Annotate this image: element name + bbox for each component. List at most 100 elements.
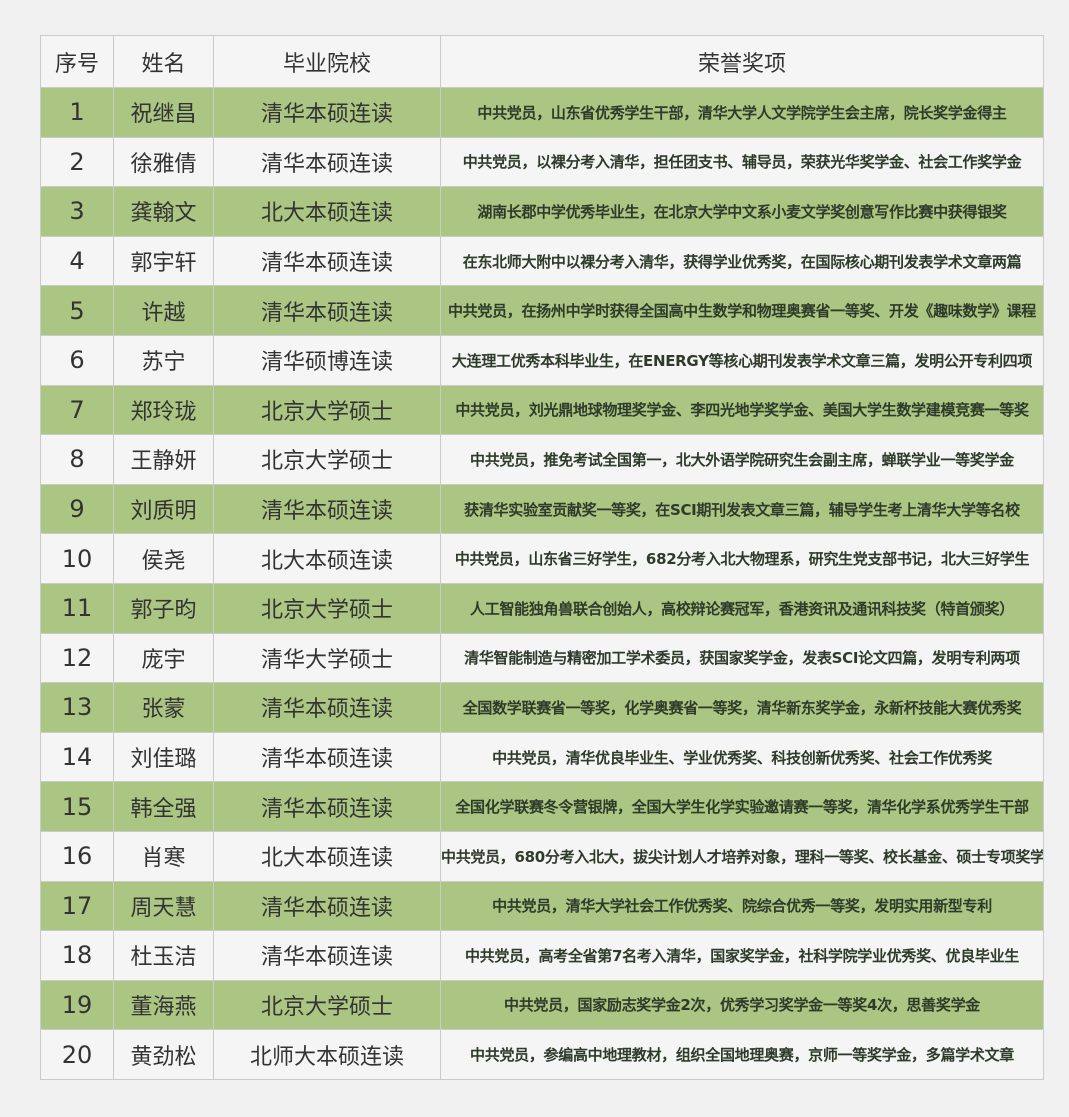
row-number: 11 bbox=[40, 582, 114, 634]
table-row: 18 杜玉洁 清华本硕连读 中共党员，高考全省第7名考入清华，国家奖学金，社科学院学业… bbox=[40, 930, 1044, 981]
table-row: 5 许越 清华本硕连读 中共党员，在扬州中学时获得全国高中生数学和物理奥赛省一等奖、开… bbox=[40, 285, 1044, 336]
student-name: 侯尧 bbox=[113, 533, 214, 584]
honors-text: 湖南长郡中学优秀毕业生，在北京大学中文系小麦文学奖创意写作比赛中获得银奖 bbox=[440, 186, 1044, 237]
student-name: 郑玲珑 bbox=[113, 384, 214, 436]
table-row: 9 刘质明 清华本硕连读 获清华实验室贡献奖一等奖，在SCI期刊发表文章三篇，辅导学生… bbox=[40, 483, 1044, 535]
honors-text: 中共党员，680分考入北大，拔尖计划人才培养对象，理科一等奖、校长基金、硕士专项… bbox=[440, 830, 1044, 882]
honors-text: 中共党员，参编高中地理教材，组织全国地理奥赛，京师一等奖学金，多篇学术文章 bbox=[440, 1029, 1044, 1080]
table-row: 4 郭宇轩 清华本硕连读 在东北师大附中以裸分考入清华，获得学业优秀奖，在国际核心期刊… bbox=[40, 235, 1044, 287]
student-name: 王静妍 bbox=[113, 434, 214, 485]
student-name: 郭宇轩 bbox=[113, 235, 214, 287]
table-row: 10 侯尧 北大本硕连读 中共党员，山东省三好学生，682分考入北大物理系，研究生党支… bbox=[40, 533, 1044, 584]
row-number: 13 bbox=[40, 682, 114, 733]
graduate-school: 北京大学硕士 bbox=[213, 979, 441, 1031]
graduate-school: 北京大学硕士 bbox=[213, 384, 441, 436]
honors-text: 在东北师大附中以裸分考入清华，获得学业优秀奖，在国际核心期刊发表学术文章两篇 bbox=[440, 235, 1044, 287]
header-school: 毕业院校 bbox=[213, 35, 441, 88]
row-number: 3 bbox=[40, 186, 114, 237]
honors-text: 中共党员，高考全省第7名考入清华，国家奖学金，社科学院学业优秀奖、优良毕业生 bbox=[440, 930, 1044, 981]
student-name: 刘质明 bbox=[113, 483, 214, 535]
graduate-school: 北大本硕连读 bbox=[213, 533, 441, 584]
graduate-school: 清华本硕连读 bbox=[213, 483, 441, 535]
graduate-school: 清华本硕连读 bbox=[213, 285, 441, 336]
row-number: 20 bbox=[40, 1029, 114, 1080]
table-row: 13 张蒙 清华本硕连读 全国数学联赛省一等奖，化学奥赛省一等奖，清华新东奖学金，永新… bbox=[40, 682, 1044, 733]
student-name: 肖寒 bbox=[113, 830, 214, 882]
honors-text: 中共党员，推免考试全国第一，北大外语学院研究生会副主席，蝉联学业一等奖学金 bbox=[440, 434, 1044, 485]
table-row: 1 祝继昌 清华本硕连读 中共党员，山东省优秀学生干部，清华大学人文学院学生会主席，院… bbox=[40, 87, 1044, 138]
table-row: 2 徐雅倩 清华本硕连读 中共党员，以裸分考入清华，担任团支书、辅导员，荣获光华奖学金… bbox=[40, 136, 1044, 188]
graduate-school: 清华本硕连读 bbox=[213, 682, 441, 733]
graduate-school: 北大本硕连读 bbox=[213, 186, 441, 237]
row-number: 10 bbox=[40, 533, 114, 584]
graduate-school: 北大本硕连读 bbox=[213, 830, 441, 882]
honors-text: 中共党员，国家励志奖学金2次，优秀学习奖学金一等奖4次，思善奖学金 bbox=[440, 979, 1044, 1031]
graduate-school: 清华本硕连读 bbox=[213, 880, 441, 932]
honors-text: 中共党员，以裸分考入清华，担任团支书、辅导员，荣获光华奖学金、社会工作奖学金 bbox=[440, 136, 1044, 188]
row-number: 18 bbox=[40, 930, 114, 981]
honors-text: 大连理工优秀本科毕业生，在ENERGY等核心期刊发表学术文章三篇，发明公开专利四… bbox=[440, 334, 1044, 386]
honors-text: 中共党员，清华大学社会工作优秀奖、院综合优秀一等奖，发明实用新型专利 bbox=[440, 880, 1044, 932]
graduate-school: 清华本硕连读 bbox=[213, 87, 441, 138]
table-row: 14 刘佳璐 清华本硕连读 中共党员，清华优良毕业生、学业优秀奖、科技创新优秀奖、社会… bbox=[40, 731, 1044, 783]
student-name: 张蒙 bbox=[113, 682, 214, 733]
student-name: 许越 bbox=[113, 285, 214, 336]
student-name: 黄劲松 bbox=[113, 1029, 214, 1080]
row-number: 14 bbox=[40, 731, 114, 783]
table-row: 17 周天慧 清华本硕连读 中共党员，清华大学社会工作优秀奖、院综合优秀一等奖，发明实… bbox=[40, 880, 1044, 932]
row-number: 2 bbox=[40, 136, 114, 188]
honors-text: 中共党员，山东省优秀学生干部，清华大学人文学院学生会主席，院长奖学金得主 bbox=[440, 87, 1044, 138]
honors-text: 中共党员，清华优良毕业生、学业优秀奖、科技创新优秀奖、社会工作优秀奖 bbox=[440, 731, 1044, 783]
student-name: 庞宇 bbox=[113, 632, 214, 684]
table-row: 12 庞宇 清华大学硕士 清华智能制造与精密加工学术委员，获国家奖学金，发表SCI论文… bbox=[40, 632, 1044, 684]
honors-text: 中共党员，刘光鼎地球物理奖学金、李四光地学奖学金、美国大学生数学建模竞赛一等奖 bbox=[440, 384, 1044, 436]
row-number: 19 bbox=[40, 979, 114, 1031]
honors-table: 序号 姓名 毕业院校 荣誉奖项 1 祝继昌 清华本硕连读 中共党员，山东省优秀学生干部… bbox=[40, 35, 1044, 1080]
student-name: 龚翰文 bbox=[113, 186, 214, 237]
honors-text: 中共党员，在扬州中学时获得全国高中生数学和物理奥赛省一等奖、开发《趣味数学》课程 bbox=[440, 285, 1044, 336]
table-row: 11 郭子昀 北京大学硕士 人工智能独角兽联合创始人，高校辩论赛冠军，香港资讯及通讯科… bbox=[40, 582, 1044, 634]
table-row: 3 龚翰文 北大本硕连读 湖南长郡中学优秀毕业生，在北京大学中文系小麦文学奖创意写作比… bbox=[40, 186, 1044, 237]
table-row: 15 韩全强 清华本硕连读 全国化学联赛冬令营银牌，全国大学生化学实验邀请赛一等奖，清… bbox=[40, 781, 1044, 832]
row-number: 15 bbox=[40, 781, 114, 832]
table-body: 1 祝继昌 清华本硕连读 中共党员，山东省优秀学生干部，清华大学人文学院学生会主席，院… bbox=[40, 87, 1044, 1080]
table-row: 19 董海燕 北京大学硕士 中共党员，国家励志奖学金2次，优秀学习奖学金一等奖4次，思… bbox=[40, 979, 1044, 1031]
table-row: 16 肖寒 北大本硕连读 中共党员，680分考入北大，拔尖计划人才培养对象，理科一等奖… bbox=[40, 830, 1044, 882]
graduate-school: 清华本硕连读 bbox=[213, 781, 441, 832]
graduate-school: 清华本硕连读 bbox=[213, 235, 441, 287]
header-name: 姓名 bbox=[113, 35, 214, 88]
row-number: 7 bbox=[40, 384, 114, 436]
table-row: 7 郑玲珑 北京大学硕士 中共党员，刘光鼎地球物理奖学金、李四光地学奖学金、美国大学生… bbox=[40, 384, 1044, 436]
graduate-school: 清华本硕连读 bbox=[213, 930, 441, 981]
table-row: 6 苏宁 清华硕博连读 大连理工优秀本科毕业生，在ENERGY等核心期刊发表学术文章三… bbox=[40, 334, 1044, 386]
table-row: 8 王静妍 北京大学硕士 中共党员，推免考试全国第一，北大外语学院研究生会副主席，蝉联… bbox=[40, 434, 1044, 485]
honors-text: 全国数学联赛省一等奖，化学奥赛省一等奖，清华新东奖学金，永新杯技能大赛优秀奖 bbox=[440, 682, 1044, 733]
graduate-school: 北京大学硕士 bbox=[213, 434, 441, 485]
row-number: 8 bbox=[40, 434, 114, 485]
student-name: 苏宁 bbox=[113, 334, 214, 386]
row-number: 5 bbox=[40, 285, 114, 336]
student-name: 祝继昌 bbox=[113, 87, 214, 138]
header-honors: 荣誉奖项 bbox=[440, 35, 1044, 88]
honors-text: 获清华实验室贡献奖一等奖，在SCI期刊发表文章三篇，辅导学生考上清华大学等名校 bbox=[440, 483, 1044, 535]
header-number: 序号 bbox=[40, 35, 114, 88]
row-number: 6 bbox=[40, 334, 114, 386]
row-number: 17 bbox=[40, 880, 114, 932]
student-name: 郭子昀 bbox=[113, 582, 214, 634]
graduate-school: 北师大本硕连读 bbox=[213, 1029, 441, 1080]
row-number: 1 bbox=[40, 87, 114, 138]
honors-text: 中共党员，山东省三好学生，682分考入北大物理系，研究生党支部书记，北大三好学生 bbox=[440, 533, 1044, 584]
graduate-school: 清华大学硕士 bbox=[213, 632, 441, 684]
honors-text: 人工智能独角兽联合创始人，高校辩论赛冠军，香港资讯及通讯科技奖（特首颁奖） bbox=[440, 582, 1044, 634]
header-row: 序号 姓名 毕业院校 荣誉奖项 bbox=[40, 35, 1044, 88]
row-number: 9 bbox=[40, 483, 114, 535]
row-number: 16 bbox=[40, 830, 114, 882]
honors-text: 全国化学联赛冬令营银牌，全国大学生化学实验邀请赛一等奖，清华化学系优秀学生干部 bbox=[440, 781, 1044, 832]
student-name: 周天慧 bbox=[113, 880, 214, 932]
graduate-school: 清华本硕连读 bbox=[213, 731, 441, 783]
student-name: 董海燕 bbox=[113, 979, 214, 1031]
row-number: 12 bbox=[40, 632, 114, 684]
row-number: 4 bbox=[40, 235, 114, 287]
table-row: 20 黄劲松 北师大本硕连读 中共党员，参编高中地理教材，组织全国地理奥赛，京师一等奖… bbox=[40, 1029, 1044, 1080]
graduate-school: 清华硕博连读 bbox=[213, 334, 441, 386]
